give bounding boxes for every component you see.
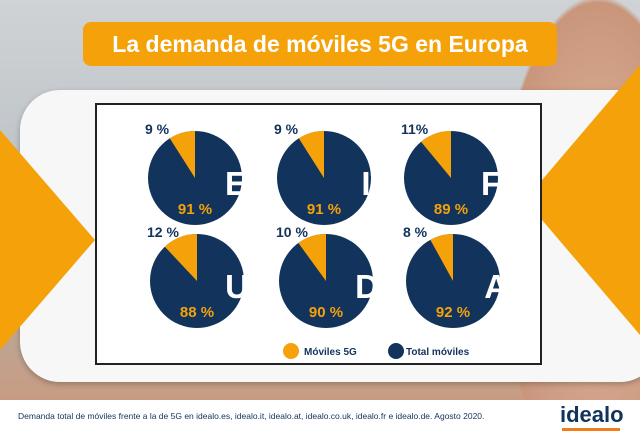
- label-total-UK: 88 %: [180, 304, 214, 321]
- country-label-IT: IT: [361, 165, 390, 202]
- label-total-AT: 92 %: [436, 304, 470, 321]
- legend-label-total: Total móviles: [406, 347, 470, 358]
- pie-slice-5g-AT: [430, 234, 453, 281]
- label-5g-IT: 9 %: [274, 121, 299, 137]
- label-5g-UK: 12 %: [147, 224, 179, 240]
- country-label-AT: AT: [484, 268, 526, 305]
- label-5g-DE: 10 %: [276, 224, 308, 240]
- page-title: La demanda de móviles 5G en Europa: [83, 22, 557, 66]
- decor-triangle-right: [525, 65, 640, 335]
- label-5g-AT: 8 %: [403, 224, 428, 240]
- label-total-ES: 91 %: [178, 201, 212, 218]
- label-total-FR: 89 %: [434, 201, 468, 218]
- idealo-logo: idealo: [560, 402, 624, 427]
- logo-underline: [562, 428, 620, 431]
- legend-swatch-5g: [283, 343, 299, 359]
- label-total-DE: 90 %: [309, 304, 343, 321]
- country-label-UK: UK: [225, 268, 273, 305]
- footer-note: Demanda total de móviles frente a la de …: [18, 411, 485, 421]
- legend-label-5g: Móviles 5G: [304, 347, 357, 358]
- pie-slice-5g-ES: [169, 131, 195, 178]
- legend-swatch-total: [388, 343, 404, 359]
- decor-triangle-left: [0, 130, 95, 350]
- pie-slice-5g-UK: [164, 234, 197, 281]
- label-total-IT: 91 %: [307, 201, 341, 218]
- country-label-DE: DE: [355, 268, 401, 305]
- pie-slice-5g-FR: [421, 131, 451, 178]
- label-5g-ES: 9 %: [145, 121, 170, 137]
- label-5g-FR: 11%: [401, 121, 429, 137]
- pie-slice-5g-DE: [298, 234, 326, 281]
- pie-slice-5g-IT: [298, 131, 324, 178]
- country-label-ES: ES: [225, 165, 269, 202]
- country-label-FR: FR: [481, 165, 525, 202]
